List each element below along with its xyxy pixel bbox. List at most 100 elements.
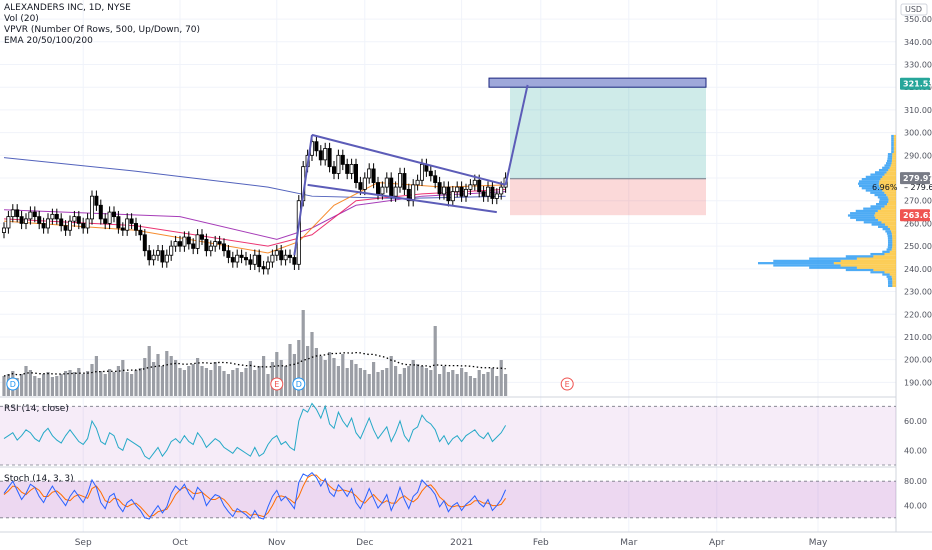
vpvr-down-bar [892, 241, 896, 244]
candle-down [15, 209, 20, 218]
volume-bar [455, 374, 459, 396]
vpvr-down-bar [893, 134, 896, 138]
volume-bar [143, 358, 147, 396]
vpvr-up-bar [886, 248, 892, 251]
price-tick-label: 190.00 [904, 378, 932, 387]
vpvr-up-bar [876, 203, 888, 206]
vpvr-up-bar [891, 137, 894, 140]
volume-bar [169, 356, 173, 396]
volume-bar [50, 377, 54, 396]
vpvr-up-bar [887, 277, 893, 281]
candle-down [375, 182, 380, 195]
vpvr-down-bar [888, 198, 896, 201]
currency-label: USD [905, 5, 922, 14]
candle-up [173, 241, 178, 247]
candle-down [481, 191, 486, 197]
volume-bar [464, 372, 468, 396]
price-badges: 321.53 279.97 263.63 6.96% – 279.68 [872, 77, 932, 222]
long-position-tool[interactable] [488, 77, 707, 216]
volume-bar [411, 360, 415, 396]
candle-down [345, 163, 350, 174]
symbol-title[interactable]: ALEXANDERS INC, 1D, NYSE [4, 3, 131, 13]
candle-down [54, 213, 59, 220]
vpvr-indicator-label[interactable]: VPVR (Number Of Rows, 500, Up/Down, 70) [4, 25, 201, 35]
dividend-marker [6, 377, 20, 391]
candle-up [2, 227, 7, 233]
candle-down [406, 188, 411, 202]
vpvr-down-bar [892, 246, 896, 249]
candle-down [191, 243, 196, 249]
vpvr-up-bar [887, 157, 893, 160]
vol-indicator-label[interactable]: Vol (20) [4, 14, 39, 24]
candle-down [239, 254, 244, 258]
vpvr-down-bar [892, 155, 896, 158]
candle-up [455, 186, 460, 193]
candle-up [195, 234, 200, 249]
vpvr-up-bar [891, 134, 894, 138]
vpvr-up-bar [882, 227, 890, 231]
vpvr-up-bar [885, 162, 892, 165]
price-tick-label: 330.00 [904, 60, 932, 69]
volume-bar [174, 360, 178, 396]
candle-down [433, 175, 438, 183]
price-tick-label: 350.00 [904, 15, 932, 24]
volume-bar [358, 368, 362, 396]
time-tick-label: Oct [172, 538, 188, 548]
vpvr-up-bar [891, 150, 894, 154]
candle-up [6, 216, 11, 229]
vpvr-down-bar [887, 203, 896, 206]
volume-bar [490, 368, 494, 396]
candle-down [120, 227, 125, 231]
vpvr-up-bar [861, 178, 881, 181]
time-axis[interactable]: Sep Oct Nov Dec 2021 Feb Mar Apr May [75, 538, 828, 548]
vpvr-up-bar [858, 180, 880, 183]
vpvr-up-bar [870, 191, 885, 194]
price-tick-label: 300.00 [904, 129, 932, 138]
volume-bar [486, 372, 490, 396]
vpvr-down-bar [882, 189, 896, 192]
volume-bar [495, 376, 499, 396]
volume-bar [407, 366, 411, 396]
earnings-marker-label: E [274, 380, 279, 389]
candle-up [235, 254, 240, 263]
price-badge [900, 209, 930, 222]
volume-bar [20, 374, 24, 396]
vpvr-up-bar [884, 164, 891, 167]
vpvr-down-bar [875, 216, 896, 219]
volume-bar [257, 366, 261, 396]
wedge-pattern-drawing[interactable] [293, 84, 529, 256]
volume-bar [376, 372, 380, 396]
ema-indicator-label[interactable]: EMA 20/50/100/200 [4, 36, 93, 46]
candle-up [336, 154, 341, 174]
vpvr-up-bar [887, 155, 893, 158]
volume-bar [2, 376, 6, 396]
vpvr-down-bar [890, 164, 896, 167]
volume-bar [323, 360, 327, 396]
vpvr-up-bar [874, 193, 887, 197]
volume-bar [306, 346, 310, 396]
vpvr-down-bar [879, 180, 896, 183]
vpvr-up-bar [887, 246, 893, 249]
vpvr-down-bar [889, 273, 896, 276]
vpvr-up-bar [850, 212, 876, 215]
vpvr-down-bar [884, 173, 896, 176]
vpvr-down-bar [889, 250, 896, 253]
volume-bar [33, 376, 37, 396]
candle-down [358, 182, 363, 190]
vpvr-down-bar [884, 191, 896, 194]
volume-bar [482, 374, 486, 396]
vpvr-down-bar [882, 175, 896, 179]
vpvr-down-bar [891, 275, 896, 278]
ema-20-line [3, 182, 506, 254]
volume-bar [446, 372, 450, 396]
volume-bar [178, 368, 182, 396]
candle-down [199, 234, 204, 240]
volume-bar [240, 372, 244, 396]
candle-up [367, 168, 372, 179]
candle-down [389, 177, 394, 197]
volume-bar [363, 370, 367, 396]
vpvr-up-bar [879, 198, 889, 201]
candle-down [217, 241, 222, 245]
